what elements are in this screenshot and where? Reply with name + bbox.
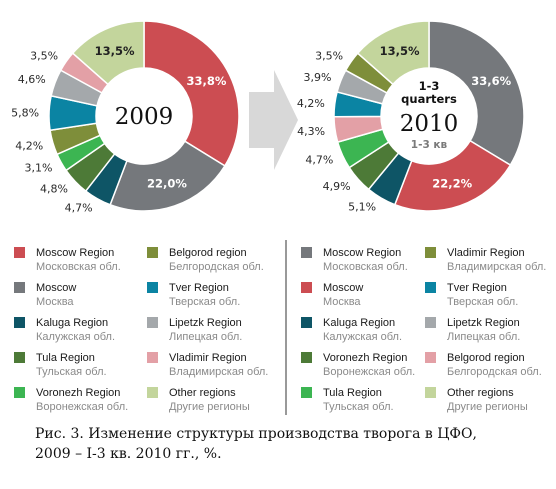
legend-label-en: Tver Region: [447, 282, 507, 294]
legend-label-ru: Воронежская обл.: [36, 401, 128, 413]
caption-line-2: 2009 – I-3 кв. 2010 гг., %.: [35, 446, 222, 462]
legend-label-ru: Калужская обл.: [323, 331, 402, 343]
legend-label-en: Vladimir Region: [447, 247, 525, 259]
data-label-tver: 4,2%: [297, 97, 325, 110]
data-label-belgorod: 4,2%: [15, 139, 43, 152]
slice-moscow: [428, 20, 525, 167]
legend-label-en: Tula Region: [36, 352, 95, 364]
legend-label-en: Moscow Region: [323, 247, 401, 259]
legend-label-ru: Белгородская обл.: [447, 366, 542, 378]
legend-swatch-tver: [147, 282, 158, 293]
legend-swatch-lipetzk: [425, 317, 436, 328]
legend-swatch-moscow_region: [301, 282, 312, 293]
legend-label-en: Lipetzk Region: [169, 317, 242, 329]
center-period-ru: 1-3 кв: [411, 139, 448, 151]
legend-label-ru: Воронежская обл.: [323, 366, 415, 378]
legend-swatch-moscow_region: [14, 247, 25, 258]
legend-swatch-belgorod: [147, 247, 158, 258]
legend-label-en: Moscow: [36, 282, 76, 294]
center-subtitle: 1-3 quarters: [401, 79, 457, 106]
data-label-kaluga: 4,7%: [65, 202, 93, 215]
donut-chart-2009: 33,8% 22,0% 4,7% 4,8% 3,1% 4,2% 5,8% 4,6% 3,5% 13…: [11, 20, 240, 215]
data-label-moscow: 33,6%: [471, 74, 511, 88]
legend-label-en: Belgorod region: [169, 247, 247, 259]
legend-swatch-kaluga: [14, 317, 25, 328]
legend-label-ru: Владимирская обл.: [447, 261, 546, 273]
caption-line-1: Рис. 3. Изменение структуры производства…: [35, 426, 477, 442]
legend-label-ru: Москва: [323, 296, 361, 308]
data-label-tula: 4,8%: [40, 182, 68, 195]
legend-label-en: Voronezh Region: [323, 352, 407, 364]
data-label-tver: 5,8%: [11, 107, 39, 120]
legend-swatch-tver: [425, 282, 436, 293]
data-label-tula: 4,9%: [323, 180, 351, 193]
legend-label-ru: Белгородская обл.: [169, 261, 264, 273]
legend-swatch-other: [425, 387, 436, 398]
legend-swatch-tula: [14, 352, 25, 363]
slice-other: [71, 20, 145, 86]
data-label-belgorod: 3,5%: [315, 50, 343, 63]
legend-swatch-kaluga: [301, 317, 312, 328]
legend: Moscow Region Московская обл. Belgorod reg…: [14, 247, 546, 413]
legend-swatch-moscow: [301, 247, 312, 258]
data-label-vladimir: 4,3%: [297, 125, 325, 138]
data-label-other: 13,5%: [95, 44, 135, 58]
legend-label-en: Belgorod region: [447, 352, 525, 364]
legend-swatch-lipetzk: [147, 317, 158, 328]
center-year: 2009: [115, 104, 174, 130]
legend-label-en: Other regions: [169, 387, 236, 399]
legend-swatch-voronezh: [301, 387, 312, 398]
legend-label-en: Tula Region: [323, 387, 382, 399]
legend-label-ru: Другие регионы: [169, 401, 250, 413]
data-label-lipetzk: 3,9%: [303, 71, 331, 84]
legend-label-en: Kaluga Region: [36, 317, 108, 329]
legend-label-ru: Тульская обл.: [323, 401, 394, 413]
legend-label-en: Other regions: [447, 387, 514, 399]
slice-other: [356, 20, 430, 86]
legend-label-ru: Московская обл.: [36, 261, 121, 273]
legend-label-en: Moscow: [323, 282, 363, 294]
legend-label-ru: Тверская обл.: [169, 296, 240, 308]
data-label-voronezh: 4,7%: [305, 153, 333, 166]
slice-moscow_region: [143, 20, 240, 167]
data-label-lipetzk: 4,6%: [18, 73, 46, 86]
center-year: 2010: [400, 111, 459, 137]
legend-swatch-belgorod: [425, 247, 436, 258]
legend-label-ru: Калужская обл.: [36, 331, 115, 343]
arrow-icon: [249, 70, 298, 170]
legend-label-ru: Владимирская обл.: [169, 366, 268, 378]
legend-swatch-vladimir: [425, 352, 436, 363]
donut-chart-2010: 33,6% 22,2% 5,1% 4,9% 4,7% 4,3% 4,2% 3,9% 3,5% 13…: [297, 20, 525, 214]
slice-moscow: [109, 140, 226, 212]
legend-swatch-tula: [301, 352, 312, 363]
data-label-moscow: 22,0%: [147, 177, 187, 191]
data-label-other: 13,5%: [380, 44, 420, 58]
data-label-vladimir: 3,5%: [30, 50, 58, 63]
legend-swatch-other: [147, 387, 158, 398]
legend-label-en: Moscow Region: [36, 247, 114, 259]
legend-label-ru: Московская обл.: [323, 261, 408, 273]
legend-label-en: Vladimir Region: [169, 352, 247, 364]
legend-swatch-moscow: [14, 282, 25, 293]
legend-label-en: Lipetzk Region: [447, 317, 520, 329]
slice-moscow_region: [393, 139, 512, 212]
legend-swatch-voronezh: [14, 387, 25, 398]
legend-label-ru: Другие регионы: [447, 401, 528, 413]
legend-swatch-vladimir: [147, 352, 158, 363]
legend-label-ru: Липецкая обл.: [169, 331, 242, 343]
legend-label-ru: Тверская обл.: [447, 296, 518, 308]
data-label-moscow_region: 33,8%: [186, 74, 226, 88]
legend-label-en: Voronezh Region: [36, 387, 120, 399]
data-label-voronezh: 3,1%: [25, 161, 53, 174]
data-label-moscow_region: 22,2%: [432, 177, 472, 191]
legend-label-ru: Липецкая обл.: [447, 331, 520, 343]
legend-label-ru: Москва: [36, 296, 74, 308]
data-label-kaluga: 5,1%: [348, 201, 376, 214]
legend-label-en: Tver Region: [169, 282, 229, 294]
legend-label-en: Kaluga Region: [323, 317, 395, 329]
legend-label-ru: Тульская обл.: [36, 366, 107, 378]
